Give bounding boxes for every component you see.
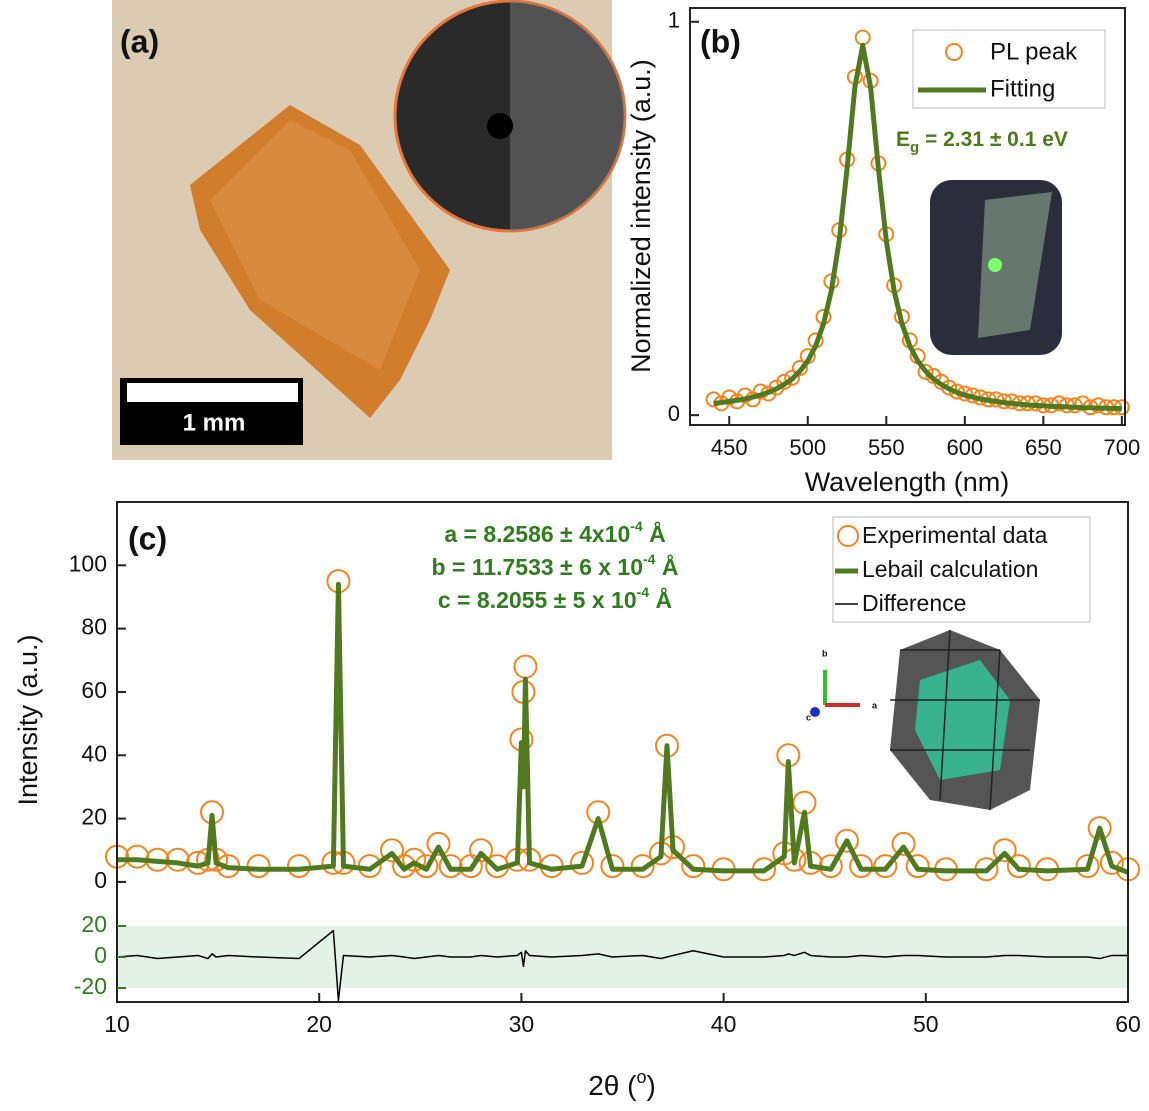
structure-inset (810, 630, 1040, 810)
text-part: = 2.31 ± 0.1 eV (919, 128, 1068, 151)
annotation: c = 8.2055 ± 5 x 10-4 Å (438, 584, 672, 613)
y2-tick-label: 20 (81, 911, 107, 937)
y-tick-label: 1 (668, 8, 680, 33)
y-tick-label: 100 (69, 550, 107, 576)
text-part: ) (646, 1070, 655, 1101)
text-part: E (896, 128, 910, 151)
structure-axis-label: b (822, 648, 828, 658)
structure-axis-label: a (872, 700, 878, 710)
y-tick-label: 20 (81, 804, 107, 830)
text-part: -4 (630, 518, 643, 534)
y-tick-label: 40 (81, 740, 107, 766)
x-tick-label: 600 (946, 435, 983, 460)
y-tick-label: 80 (81, 614, 107, 640)
panel-label: (c) (128, 520, 167, 556)
x-tick-label: 20 (306, 1011, 332, 1037)
legend-label: Lebail calculation (862, 556, 1038, 582)
text-part: -4 (637, 584, 650, 600)
y2-tick-label: -20 (74, 973, 107, 999)
text-part: Å (643, 520, 666, 547)
data-point (167, 849, 189, 871)
x-tick-label: 450 (711, 435, 748, 460)
text-part: a = 8.2586 ± 4x10 (444, 521, 630, 547)
x-tick-label: 10 (104, 1011, 130, 1037)
panel-label: (a) (120, 23, 159, 59)
text-part: 2θ ( (588, 1070, 637, 1101)
data-point (248, 855, 270, 877)
x-axis-label: Wavelength (nm) (805, 467, 1010, 497)
text-part: c = 8.2055 ± 5 x 10 (438, 587, 637, 613)
photo-inset (930, 180, 1062, 355)
annotation: b = 11.7533 ± 6 x 10-4 Å (432, 551, 679, 580)
text-part: b = 11.7533 ± 6 x 10 (432, 554, 643, 580)
y-axis-label: Normalized intensity (a.u.) (626, 59, 656, 373)
text-part: g (910, 139, 919, 156)
text-part: Å (649, 586, 672, 613)
photo-panel: 1 mm (a) (112, 0, 625, 460)
x-tick-label: 500 (789, 435, 826, 460)
structure-axis-label: c (806, 712, 811, 722)
scale-bar-label: 1 mm (183, 409, 246, 436)
legend-label: Difference (862, 590, 966, 616)
legend-label: Experimental data (862, 522, 1048, 548)
y-tick-label: 0 (668, 401, 680, 426)
axis-c (810, 707, 820, 717)
x-tick-label: 700 (1103, 435, 1140, 460)
text-part: o (636, 1067, 646, 1087)
text-part: Å (655, 553, 678, 580)
x-tick-label: 50 (913, 1011, 939, 1037)
x-tick-label: 40 (711, 1011, 737, 1037)
x-tick-label: 650 (1025, 435, 1062, 460)
legend-label: PL peak (990, 38, 1078, 65)
panel-label: (b) (700, 23, 741, 59)
legend-label: Fitting (990, 75, 1055, 102)
y-tick-label: 60 (81, 677, 107, 703)
annotation: Eg = 2.31 ± 0.1 eV (896, 128, 1068, 156)
data-point (126, 846, 148, 868)
y-tick-label: 0 (94, 867, 107, 893)
data-point (856, 31, 870, 45)
x-tick-label: 550 (868, 435, 905, 460)
data-point (514, 656, 536, 678)
x-axis-label: 2θ (o) (588, 1067, 656, 1102)
text-part: -4 (643, 551, 656, 567)
scale-bar (127, 383, 298, 402)
annotation: a = 8.2586 ± 4x10-4 Å (444, 518, 665, 547)
x-tick-label: 60 (1115, 1011, 1141, 1037)
y2-tick-label: 0 (94, 942, 107, 968)
x-tick-label: 30 (509, 1011, 535, 1037)
figure: 1 mm (a) 4505005506006507000110203040506… (0, 0, 1149, 1111)
green-emission (988, 258, 1002, 272)
beam-stop (487, 113, 513, 139)
y-axis-label: Intensity (a.u.) (13, 634, 43, 805)
